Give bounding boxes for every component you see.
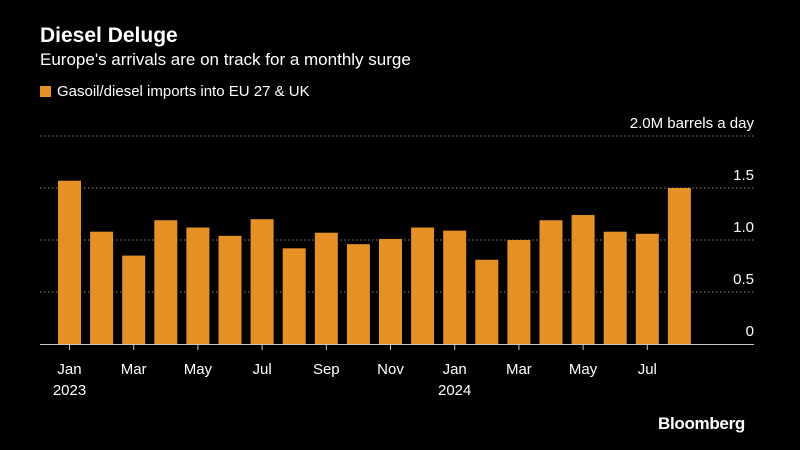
- bar: [90, 231, 114, 344]
- x-tick-label: Jul: [253, 361, 272, 378]
- x-tick-label: Sep: [313, 361, 340, 378]
- bar: [218, 235, 242, 344]
- bar: [186, 227, 210, 344]
- bar: [154, 220, 178, 344]
- bar: [475, 259, 499, 344]
- x-tick-label: Jan: [443, 361, 467, 378]
- bar: [667, 188, 691, 344]
- chart-subtitle: Europe's arrivals are on track for a mon…: [40, 50, 411, 69]
- bloomberg-logo: Bloomberg: [657, 414, 745, 433]
- x-tick-label: May: [184, 361, 213, 378]
- x-tick-label: Mar: [506, 361, 532, 378]
- bar: [539, 220, 563, 344]
- bar: [635, 233, 659, 344]
- x-tick-label: May: [569, 361, 598, 378]
- bar: [411, 227, 435, 344]
- legend: Gasoil/diesel imports into EU 27 & UK: [40, 83, 310, 100]
- bar: [571, 215, 595, 344]
- y-tick-label: 1.5: [733, 167, 754, 184]
- y-tick-label: 2.0M barrels a day: [630, 115, 755, 132]
- bar: [443, 230, 467, 344]
- bar: [250, 219, 274, 344]
- x-tick-label: Jul: [638, 361, 657, 378]
- bar: [507, 240, 531, 344]
- bar: [122, 255, 146, 344]
- y-tick-label: 0: [746, 323, 754, 340]
- bar: [346, 244, 370, 344]
- bar: [58, 180, 81, 344]
- y-tick-label: 0.5: [733, 271, 754, 288]
- x-tick-year-label: 2023: [53, 382, 86, 399]
- x-tick-year-label: 2024: [438, 382, 471, 399]
- y-tick-label: 1.0: [733, 219, 754, 236]
- bar: [603, 231, 627, 344]
- bar: [314, 232, 338, 344]
- legend-swatch: [40, 86, 51, 97]
- x-tick-label: Mar: [121, 361, 147, 378]
- x-tick-label: Nov: [377, 361, 404, 378]
- x-tick-label: Jan: [57, 361, 81, 378]
- legend-label: Gasoil/diesel imports into EU 27 & UK: [57, 83, 310, 100]
- bar: [282, 248, 306, 344]
- bar: [379, 238, 402, 344]
- chart-title: Diesel Deluge: [40, 24, 178, 47]
